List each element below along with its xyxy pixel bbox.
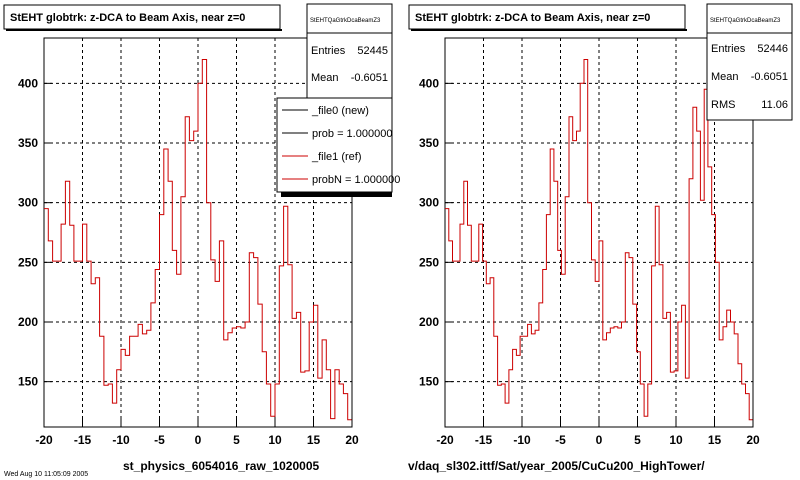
- right-y-tick-label: 150: [419, 375, 439, 389]
- right-stats-entries-value: 52446: [757, 43, 788, 55]
- left-x-tick-label: -15: [74, 433, 92, 447]
- left-y-tick-label: 150: [18, 375, 38, 389]
- right-x-tick-label: -10: [513, 433, 531, 447]
- right-histogram-panel: 150 200 250 300 350 400 -20 -15 -10 -5 0 5 10 15 20 S…: [408, 3, 793, 473]
- right-y-tick-label: 300: [419, 196, 439, 210]
- right-y-tick-label: 400: [419, 76, 439, 90]
- right-chart-title: StEHT globtrk: z-DCA to Beam Axis, near …: [415, 12, 650, 24]
- right-x-tick-label: 15: [708, 433, 722, 447]
- footer-timestamp: Wed Aug 10 11:05:09 2005: [4, 471, 88, 478]
- left-x-tick-label: -5: [154, 433, 165, 447]
- left-x-tick-label: 15: [307, 433, 321, 447]
- left-y-tick-label: 300: [18, 196, 38, 210]
- legend-entry-new: _file0 (new): [311, 105, 369, 117]
- left-y-tick-label: 350: [18, 136, 38, 150]
- legend-box: [276, 97, 393, 193]
- legend-entry-prob: prob = 1.000000: [312, 128, 392, 140]
- right-x-tick-label: -15: [475, 433, 493, 447]
- left-x-tick-label: 20: [345, 433, 359, 447]
- right-y-tick-label: 350: [419, 136, 439, 150]
- left-stats-mean-label: Mean: [311, 72, 339, 84]
- left-y-tick-label: 400: [18, 76, 38, 90]
- legend-entry-probn: probN = 1.000000: [312, 174, 400, 186]
- left-histogram-panel: 150 200 250 300 350 400 -20 -15 -10 -5 0 5 10 15 20 S…: [3, 3, 400, 473]
- left-y-tick-labels: 150 200 250 300 350 400: [18, 76, 52, 389]
- left-x-tick-label: -10: [112, 433, 130, 447]
- right-grid: [445, 38, 753, 427]
- legend-shadow: [281, 192, 392, 197]
- right-y-tick-label: 250: [419, 255, 439, 269]
- left-y-tick-label: 200: [18, 315, 38, 329]
- left-stats-entries-value: 52445: [357, 45, 388, 57]
- left-x-tick-label: 5: [233, 433, 240, 447]
- right-x-tick-label: 20: [746, 433, 760, 447]
- right-title-shadow: [411, 29, 687, 31]
- legend-entry-ref: _file1 (ref): [311, 151, 362, 163]
- right-stats-mean-label: Mean: [711, 71, 739, 83]
- right-stats-box-label: StEHTQaGtrkDcaBeamZ3: [710, 18, 781, 24]
- right-x-tick-label: -5: [555, 433, 566, 447]
- left-stats-entries-label: Entries: [311, 45, 346, 57]
- left-title-shadow: [6, 29, 282, 31]
- left-y-tick-label: 250: [18, 255, 38, 269]
- right-x-tick-label: 5: [634, 433, 641, 447]
- right-x-tick-label: -20: [436, 433, 454, 447]
- right-histogram-line: [445, 59, 753, 421]
- right-y-tick-label: 200: [419, 315, 439, 329]
- right-x-tick-labels: -20 -15 -10 -5 0 5 10 15 20: [436, 419, 760, 447]
- right-stats-box: [706, 3, 793, 121]
- right-stats-rms-value: 11.06: [761, 99, 788, 111]
- left-histogram-line: [44, 59, 352, 421]
- right-stats-mean-value: -0.6051: [751, 71, 788, 83]
- left-chart-title: StEHT globtrk: z-DCA to Beam Axis, near …: [10, 12, 245, 24]
- right-title-box: [408, 4, 686, 30]
- right-x-tick-label: 10: [669, 433, 683, 447]
- right-x-axis-label: v/daq_sl302.ittf/Sat/year_2005/CuCu200_H…: [408, 459, 705, 473]
- right-stats-rms-label: RMS: [711, 99, 735, 111]
- left-x-tick-labels: -20 -15 -10 -5 0 5 10 15 20: [35, 419, 359, 447]
- left-stats-mean-value: -0.6051: [351, 72, 388, 84]
- right-y-tick-labels: 150 200 250 300 350 400: [419, 76, 453, 389]
- left-x-axis-label: st_physics_6054016_raw_1020005: [123, 459, 319, 473]
- left-x-tick-label: 10: [268, 433, 282, 447]
- left-x-tick-label: -20: [35, 433, 53, 447]
- left-x-tick-label: 0: [195, 433, 202, 447]
- right-stats-entries-label: Entries: [711, 43, 746, 55]
- right-x-tick-label: 0: [596, 433, 603, 447]
- left-stats-box-label: StEHTQaGtrkDcaBeamZ3: [310, 18, 381, 24]
